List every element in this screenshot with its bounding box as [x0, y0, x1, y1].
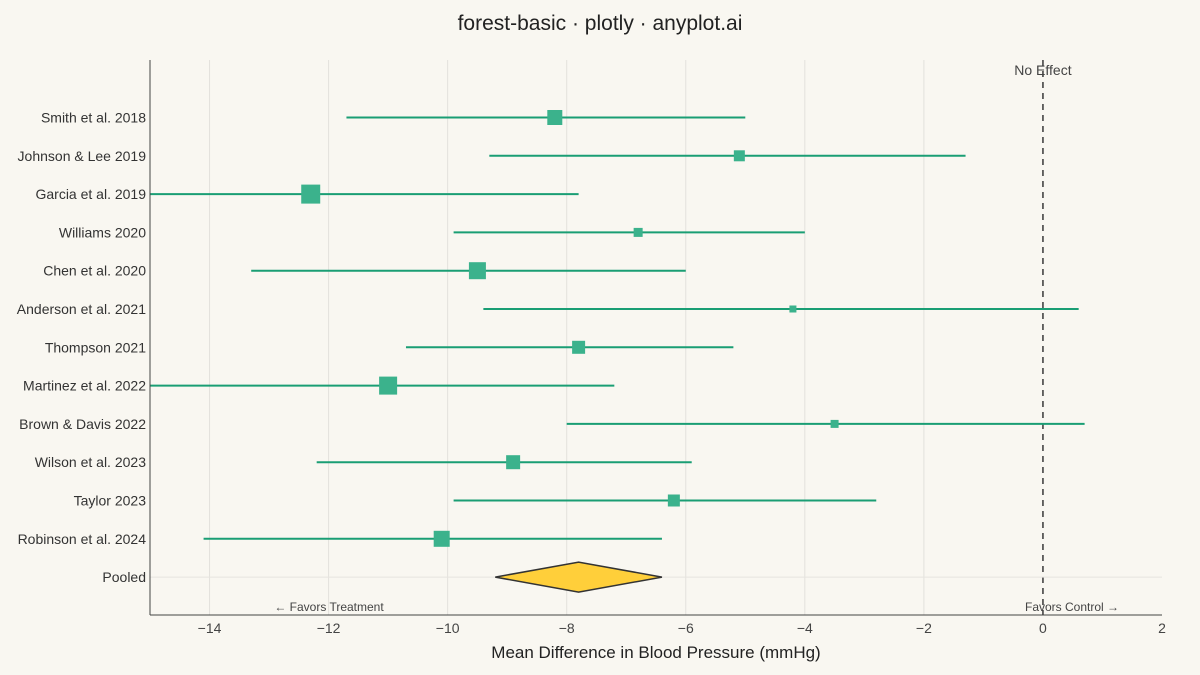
study-row: Thompson 2021: [45, 339, 734, 355]
effect-marker: [433, 530, 450, 547]
x-tick-label: −12: [317, 620, 341, 636]
study-label: Brown & Davis 2022: [19, 416, 146, 432]
x-tick-label: 2: [1158, 620, 1166, 636]
x-tick-label: −6: [678, 620, 694, 636]
study-label: Anderson et al. 2021: [17, 301, 146, 317]
effect-marker: [379, 376, 398, 395]
study-label: Smith et al. 2018: [41, 110, 146, 126]
x-tick-label: −8: [559, 620, 575, 636]
x-tick-label: −4: [797, 620, 813, 636]
no-effect-label: No Effect: [1014, 62, 1071, 78]
effect-marker: [733, 150, 745, 162]
study-label: Wilson et al. 2023: [35, 454, 146, 470]
study-label: Thompson 2021: [45, 339, 146, 355]
favors-treatment-annotation: ← Favors Treatment: [274, 600, 384, 614]
effect-marker: [667, 494, 680, 507]
effect-marker: [633, 227, 643, 237]
x-tick-label: −10: [436, 620, 460, 636]
study-label: Chen et al. 2020: [43, 263, 146, 279]
study-label: Williams 2020: [59, 224, 146, 240]
pooled-diamond: [495, 561, 663, 593]
study-label: Martinez et al. 2022: [23, 378, 146, 394]
study-label: Garcia et al. 2019: [35, 186, 146, 202]
favors-control-annotation: Favors Control →: [1025, 600, 1119, 614]
effect-marker: [506, 455, 521, 470]
study-row: Smith et al. 2018: [41, 110, 746, 126]
effect-marker: [547, 110, 563, 125]
effect-marker: [789, 305, 797, 313]
study-row: Johnson & Lee 2019: [18, 148, 966, 164]
study-label: Taylor 2023: [74, 493, 147, 509]
study-row: Brown & Davis 2022: [19, 416, 1085, 432]
study-row: Garcia et al. 2019: [35, 184, 579, 204]
x-tick-label: −14: [198, 620, 222, 636]
study-row: Chen et al. 2020: [43, 262, 686, 280]
effect-marker: [572, 340, 586, 354]
gridlines: [209, 60, 925, 615]
study-rows: Smith et al. 2018 Johnson & Lee 2019 Garci…: [17, 110, 1085, 547]
study-row: Williams 2020: [59, 224, 805, 240]
pooled-label: Pooled: [102, 569, 146, 585]
effect-marker: [830, 419, 839, 428]
x-tick-label: −2: [916, 620, 932, 636]
chart-title: forest-basic · plotly · anyplot.ai: [458, 12, 743, 35]
axes: −14 −12 −10 −8 −6 −4 −2 0 2: [149, 60, 1166, 636]
reference-line-group: No Effect: [1014, 60, 1072, 615]
study-label: Robinson et al. 2024: [18, 531, 147, 547]
study-row: Martinez et al. 2022: [23, 376, 615, 395]
study-row: Wilson et al. 2023: [35, 454, 692, 470]
study-row: Anderson et al. 2021: [17, 301, 1079, 317]
study-row: Taylor 2023: [74, 493, 877, 509]
study-label: Johnson & Lee 2019: [18, 148, 147, 164]
effect-marker: [468, 262, 486, 280]
x-tick-label: 0: [1039, 620, 1047, 636]
study-row: Robinson et al. 2024: [18, 530, 662, 547]
effect-marker: [301, 184, 321, 204]
pooled-row: Pooled: [102, 561, 1162, 593]
x-axis-title: Mean Difference in Blood Pressure (mmHg): [491, 643, 820, 662]
